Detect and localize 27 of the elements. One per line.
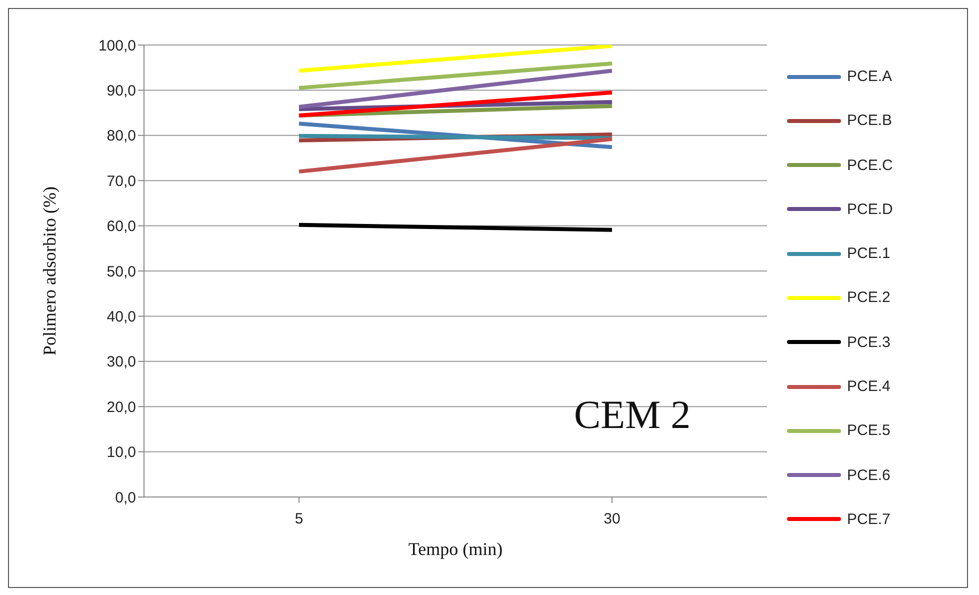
legend-label: PCE.2 [847,289,890,306]
y-tick-label: 40,0 [106,308,136,326]
legend-label: PCE.3 [847,334,890,351]
y-tick-label: 100,0 [98,37,136,54]
y-axis-title: Polimero adsorbito (%) [39,186,60,356]
y-tick-label: 90,0 [106,82,136,100]
y-tick-label: 0,0 [115,489,136,506]
x-tick-label: 30 [604,510,620,528]
x-axis-title: Tempo (min) [408,539,503,559]
legend-label: PCE.D [847,200,893,218]
y-tick-label: 80,0 [106,128,136,145]
y-tick-label: 20,0 [106,398,136,416]
legend-label: PCE.1 [847,245,890,262]
y-tick-label: 10,0 [106,444,136,462]
y-tick-label: 60,0 [106,218,136,236]
y-tick-label: 50,0 [106,263,136,280]
y-tick-label: 70,0 [106,172,136,190]
legend-label: PCE.4 [847,378,890,396]
legend-label: PCE.5 [847,422,890,440]
legend-label: PCE.6 [847,466,890,484]
x-tick-label: 5 [294,510,304,528]
legend-label: PCE.B [847,112,892,130]
annotation: CEM 2 [574,391,691,438]
legend-label: PCE.7 [847,510,890,528]
y-tick-label: 30,0 [106,354,136,371]
legend-label: PCE.A [847,68,892,85]
legend-label: PCE.C [847,156,893,174]
